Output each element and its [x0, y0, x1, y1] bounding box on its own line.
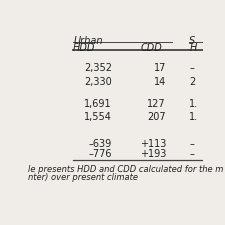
Text: CDD: CDD [140, 43, 162, 53]
Text: 2,330: 2,330 [84, 77, 112, 87]
Text: –: – [189, 149, 194, 160]
Text: +193: +193 [140, 149, 166, 160]
Text: 127: 127 [147, 99, 166, 109]
Text: Urban: Urban [73, 36, 103, 46]
Text: 1.: 1. [189, 99, 198, 109]
Text: –639: –639 [89, 139, 112, 149]
Text: 2: 2 [189, 77, 196, 87]
Text: le presents HDD and CDD calculated for the m: le presents HDD and CDD calculated for t… [28, 165, 223, 174]
Text: 17: 17 [154, 63, 166, 73]
Text: –: – [189, 63, 194, 73]
Text: +113: +113 [140, 139, 166, 149]
Text: –: – [189, 139, 194, 149]
Text: S: S [189, 36, 196, 46]
Text: 207: 207 [147, 112, 166, 122]
Text: 1,554: 1,554 [84, 112, 112, 122]
Text: HDD: HDD [73, 43, 95, 53]
Text: H: H [189, 43, 197, 53]
Text: nter) over present climate: nter) over present climate [28, 173, 138, 182]
Text: 2,352: 2,352 [84, 63, 112, 73]
Text: 14: 14 [154, 77, 166, 87]
Text: 1.: 1. [189, 112, 198, 122]
Text: –776: –776 [88, 149, 112, 160]
Text: 1,691: 1,691 [84, 99, 112, 109]
